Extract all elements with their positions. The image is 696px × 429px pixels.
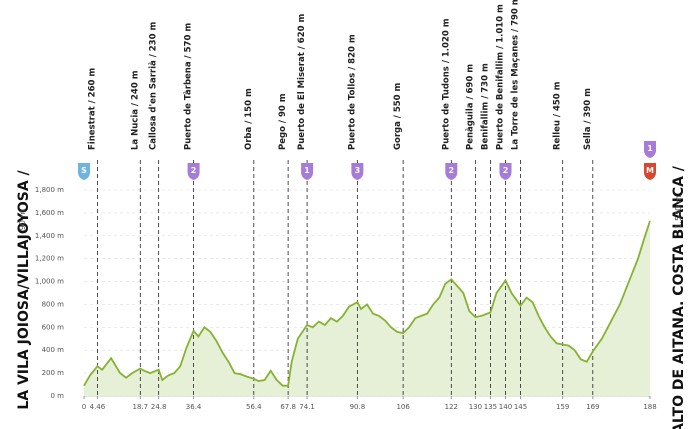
start-alt: 90 m (18, 210, 27, 231)
x-tick-label: 4.46 (90, 403, 106, 411)
waypoint-label: Puerto de Tollos / 820 m (347, 34, 357, 150)
x-tick-label: 74.1 (299, 403, 315, 411)
badge-label: 3 (355, 166, 361, 175)
y-tick-label: 0 m (51, 392, 65, 400)
badge (644, 141, 656, 158)
x-tick-label: 24.8 (151, 403, 167, 411)
y-tick-label: 1,200 m (35, 255, 64, 263)
x-tick-label: 135 (484, 403, 497, 411)
waypoint-label: Pego / 90 m (278, 93, 288, 150)
x-tick-label: 145 (514, 403, 527, 411)
waypoint-label: La Torre de les Maçanes / 790 m (511, 0, 521, 150)
badge-label: 2 (503, 166, 509, 175)
x-tick-label: 169 (586, 403, 599, 411)
badge (78, 163, 90, 180)
x-tick-label: 18.7 (133, 403, 149, 411)
x-tick-label: 106 (396, 403, 410, 411)
y-tick-label: 600 m (42, 323, 65, 331)
profile-area (84, 220, 650, 396)
profile-line (83, 220, 651, 387)
x-tick-label: 122 (445, 403, 458, 411)
x-tick-label: 67.8 (280, 403, 296, 411)
start-label: LA VILA JOIOSA/VILLAJOYOSA / (16, 169, 32, 409)
x-tick-label: 0 (82, 403, 86, 411)
waypoint-label: Gorga / 550 m (393, 82, 403, 150)
waypoint-label: Callosa d'en Sarrià / 230 m (149, 22, 159, 150)
badge-label: 2 (449, 166, 455, 175)
finish-alt: 1.530 m (674, 195, 683, 228)
y-tick-label: 1,400 m (35, 232, 64, 240)
badge (301, 163, 314, 180)
waypoint-label: Puerto de Tudons / 1.020 m (441, 18, 451, 150)
badge (499, 163, 512, 180)
x-tick-label: 140 (499, 403, 512, 411)
x-tick-label: 159 (556, 403, 569, 411)
x-tick-label: 56.4 (246, 403, 262, 411)
waypoint-label: Finestrat / 260 m (87, 68, 97, 150)
waypoint-label: La Nucia / 240 m (130, 70, 140, 150)
waypoint-label: Puerto de Benifallim / 1.010 m (495, 4, 505, 150)
y-tick-label: 400 m (42, 346, 65, 354)
waypoint-label: Puerto de El Miserat / 620 m (297, 14, 307, 151)
badge (644, 163, 656, 180)
waypoint-label: Penàguila / 690 m (465, 64, 475, 150)
badge-label: M (646, 166, 654, 175)
waypoint-label: Sella / 390 m (583, 88, 593, 150)
y-tick-label: 200 m (42, 369, 65, 377)
y-tick-label: 800 m (42, 300, 65, 308)
badge (351, 163, 364, 180)
x-tick-label: 130 (469, 403, 482, 411)
x-tick-label: 36.4 (186, 403, 202, 411)
y-tick-label: 1,800 m (35, 186, 64, 194)
x-tick-label: 188 (643, 403, 656, 411)
badge-label: S (81, 166, 87, 175)
waypoint-label: Puerto de Tàrbena / 570 m (184, 23, 194, 150)
finish-label: ALTO DE AITANA. COSTA BLANCA / (671, 165, 687, 429)
y-tick-label: 1,000 m (35, 278, 64, 286)
badge-label: 1 (304, 166, 310, 175)
waypoint-label: Relleu / 450 m (553, 81, 563, 150)
waypoint-label: Benifallim / 730 m (480, 63, 490, 150)
x-tick-label: 90.8 (350, 403, 366, 411)
badge-label: 2 (191, 166, 197, 175)
badge (445, 163, 458, 180)
waypoint-label: Orba / 150 m (244, 88, 254, 150)
badge-label: 1 (647, 144, 653, 153)
y-tick-label: 1,600 m (35, 209, 64, 217)
badge (187, 163, 200, 180)
